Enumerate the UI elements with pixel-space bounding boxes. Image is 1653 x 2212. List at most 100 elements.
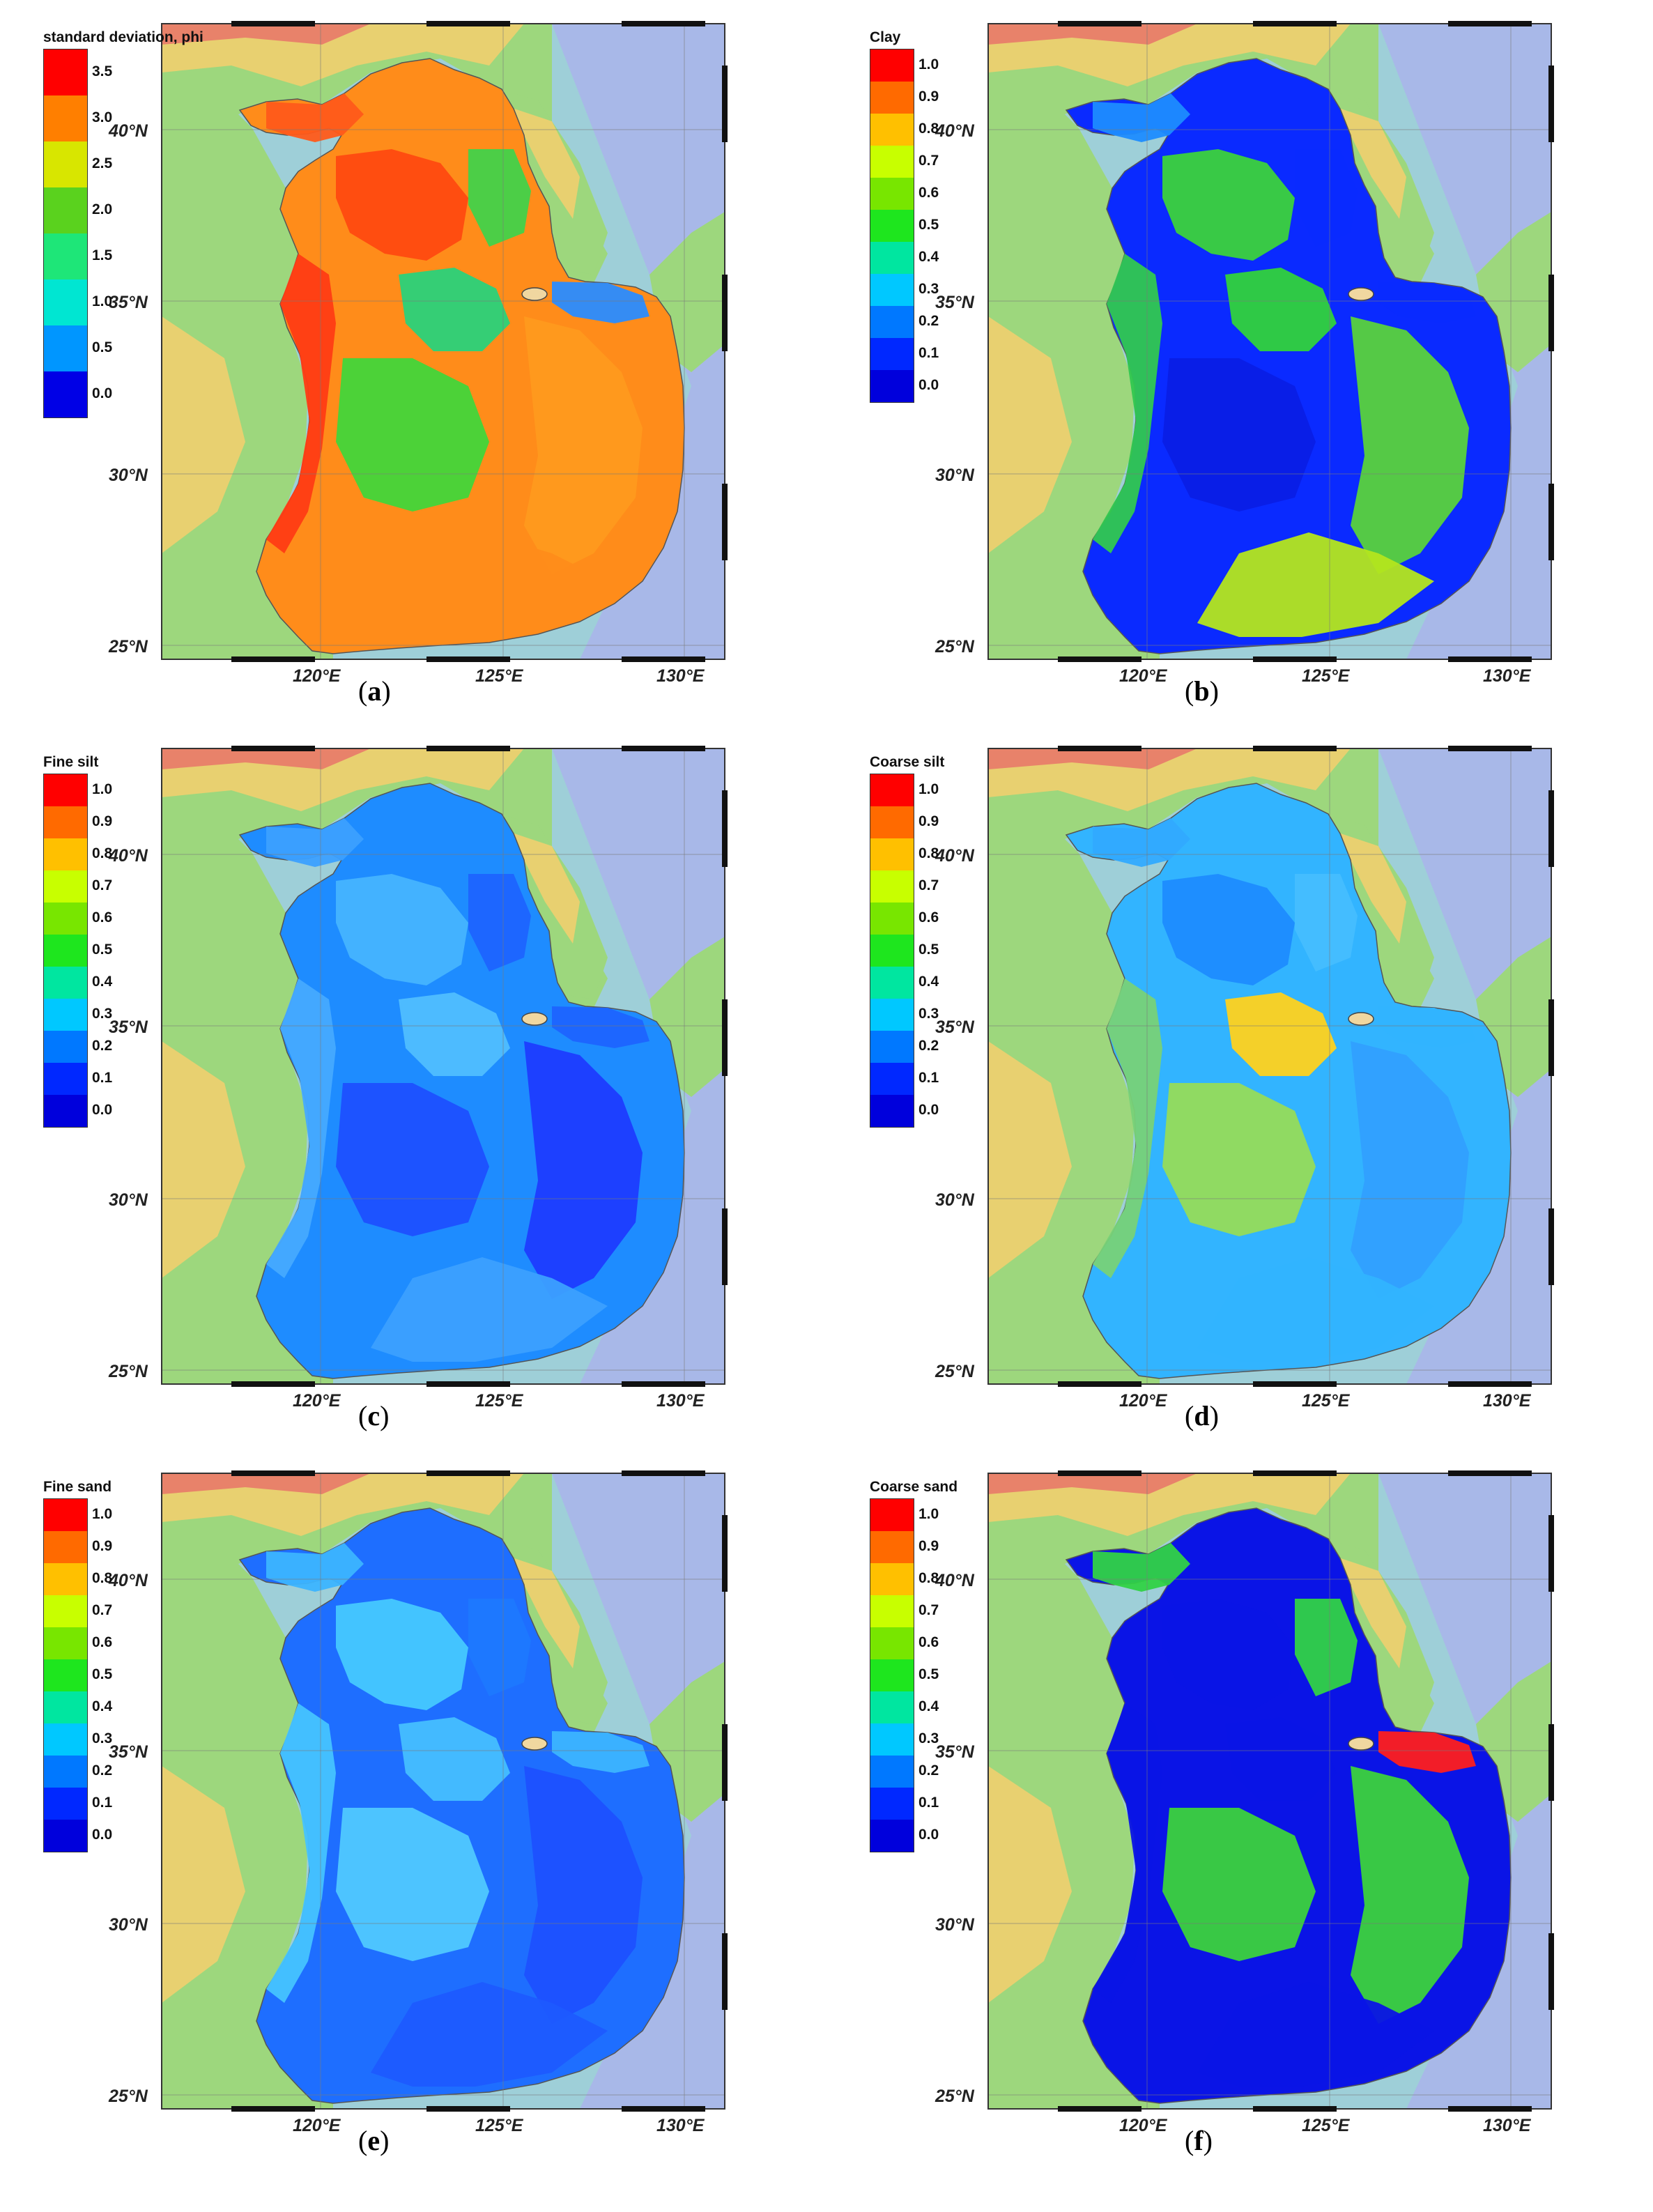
- sediment-patch-coastW: [1093, 978, 1162, 1278]
- panel-letter: e: [367, 2125, 380, 2156]
- map-figure: [987, 21, 1554, 662]
- sediment-patch-ne: [552, 282, 649, 323]
- legend-swatch: [870, 967, 914, 999]
- legend-swatch: [870, 1659, 914, 1691]
- frame-tick-bottom: [1058, 1381, 1141, 1387]
- northern-highlands: [162, 1473, 524, 1536]
- longitude-label: 130°E: [656, 666, 705, 686]
- legend-colorbar: [43, 49, 88, 418]
- legend-swatch: [44, 967, 87, 999]
- latitude-label: 40°N: [109, 121, 148, 141]
- frame-tick-bottom: [622, 1381, 705, 1387]
- northern-peaks: [988, 1473, 1197, 1494]
- northern-peaks: [988, 24, 1197, 45]
- map-figure: [161, 21, 728, 662]
- frame-tick-right: [722, 1724, 728, 1801]
- legend-tick-label: 0.0: [92, 385, 113, 401]
- longitude-label: 120°E: [1119, 666, 1167, 686]
- jeju-island: [521, 1737, 548, 1751]
- legend-tick-label: 0.9: [918, 813, 939, 829]
- legend-tick-label: 0.5: [918, 942, 939, 958]
- legend-swatch: [870, 1627, 914, 1659]
- jeju-island: [521, 1012, 548, 1026]
- deep-sea-area: [552, 1473, 725, 2109]
- sediment-patch-shelfE: [524, 1766, 643, 2024]
- legend-tick-label: 0.5: [918, 1666, 939, 1682]
- legend-swatch: [44, 95, 87, 141]
- frame-tick-right: [722, 484, 728, 560]
- mainland-china: [162, 1473, 608, 2109]
- legend-tick-label: 0.2: [92, 1038, 113, 1054]
- frame-tick-right: [1548, 484, 1554, 560]
- legend-tick-label: 0.7: [918, 153, 939, 169]
- legend-swatch: [44, 999, 87, 1031]
- frame-tick-bottom: [622, 2106, 705, 2112]
- korean-highlands: [1337, 832, 1406, 944]
- legend-tick-label: 1.0: [92, 293, 113, 309]
- frame-tick-bottom: [426, 656, 510, 662]
- frame-tick-right: [1548, 1933, 1554, 2010]
- northern-peaks: [988, 748, 1197, 769]
- jeju-island: [1348, 1737, 1374, 1751]
- frame-tick-top: [1448, 1470, 1532, 1476]
- latitude-label: 40°N: [935, 1571, 974, 1590]
- sediment-patch-mudS: [399, 268, 510, 351]
- legend-colorbar: [43, 1498, 88, 1852]
- legend-tick-label: 0.1: [918, 1070, 939, 1086]
- frame-tick-top: [231, 1470, 315, 1476]
- legend-tick-label: 0.1: [92, 1795, 113, 1811]
- legend-tick-label: 0.0: [92, 1827, 113, 1843]
- longitude-label: 130°E: [1483, 2116, 1531, 2135]
- legend-title: standard deviation, phi: [43, 29, 203, 45]
- sediment-patch-outer: [1197, 532, 1434, 637]
- sediment-patch-yellowC: [1162, 1599, 1295, 1710]
- panel-letter: d: [1194, 1400, 1210, 1431]
- latitude-label: 30°N: [935, 1190, 974, 1210]
- legend-swatch: [44, 774, 87, 806]
- legend-swatch: [870, 1031, 914, 1063]
- frame-tick-bottom: [1253, 1381, 1337, 1387]
- legend-title: Coarse sand: [870, 1479, 958, 1495]
- northern-highlands: [988, 24, 1351, 86]
- legend-tick-label: 0.7: [92, 1602, 113, 1618]
- latitude-label: 25°N: [935, 1362, 974, 1381]
- map-panel-d: 40°N 35°N 30°N 25°N 120°E 125°E 130°E Coarse si…: [826, 725, 1653, 1450]
- legend-swatch: [44, 1095, 87, 1127]
- frame-tick-bottom: [231, 2106, 315, 2112]
- panel-letter: c: [367, 1400, 380, 1431]
- deep-sea-area: [552, 748, 725, 1384]
- sediment-patch-yellowC: [336, 149, 468, 261]
- sediment-patch-shelfM: [336, 358, 489, 512]
- sediment-patch-ne: [1378, 282, 1476, 323]
- legend-swatch: [870, 1788, 914, 1820]
- northern-peaks: [162, 748, 371, 769]
- legend-tick-label: 0.8: [918, 1570, 939, 1586]
- frame-tick-right: [1548, 66, 1554, 142]
- latitude-label: 25°N: [109, 2087, 148, 2106]
- sediment-patch-yellowC: [336, 1599, 468, 1710]
- legend-tick-label: 0.0: [918, 1827, 939, 1843]
- frame-tick-right: [722, 1208, 728, 1285]
- map-panel-e: 40°N 35°N 30°N 25°N 120°E 125°E 130°E Fine sand…: [0, 1450, 826, 2174]
- longitude-label: 125°E: [1302, 2116, 1350, 2135]
- legend-swatch: [44, 187, 87, 233]
- sediment-patch-coastW: [266, 254, 336, 553]
- legend-swatch: [870, 1563, 914, 1595]
- legend-tick-label: 0.4: [92, 1698, 113, 1714]
- legend-swatch: [44, 1031, 87, 1063]
- panel-letter: f: [1194, 2125, 1204, 2156]
- panel-caption: (f): [1185, 2125, 1213, 2156]
- legend-tick-label: 0.1: [918, 345, 939, 361]
- legend-swatch: [44, 1820, 87, 1852]
- legend-swatch: [44, 49, 87, 95]
- legend-swatch: [44, 1499, 87, 1531]
- frame-tick-bottom: [622, 656, 705, 662]
- legend-tick-label: 1.0: [92, 781, 113, 797]
- frame-tick-right: [722, 790, 728, 867]
- frame-tick-top: [1448, 746, 1532, 751]
- frame-tick-bottom: [426, 2106, 510, 2112]
- latitude-label: 40°N: [935, 846, 974, 866]
- map-figure: [161, 746, 728, 1387]
- legend-swatch: [870, 1595, 914, 1627]
- legend-tick-label: 3.0: [92, 109, 113, 125]
